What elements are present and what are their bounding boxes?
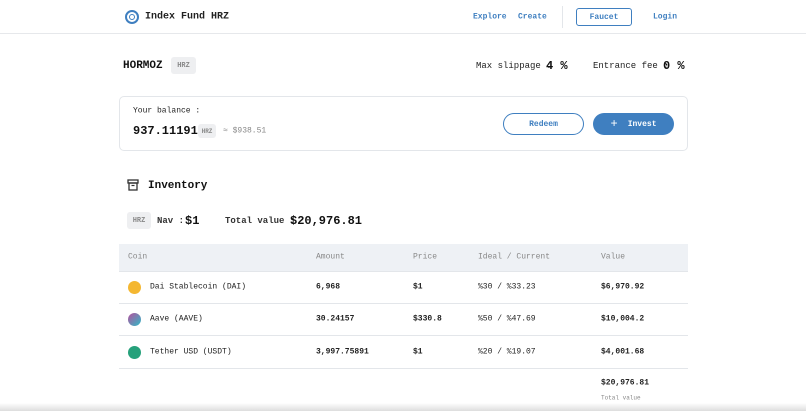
balance-approx: ≈ $938.51: [223, 126, 267, 136]
inventory-icon: [127, 179, 139, 191]
bottom-shadow: [0, 403, 806, 411]
table-cell: 30.24157: [316, 314, 355, 324]
app-title[interactable]: Index Fund HRZ: [145, 11, 230, 23]
column-header: Amount: [316, 252, 345, 262]
table-cell: $1: [413, 347, 423, 357]
balance-badge: HRZ: [198, 124, 216, 138]
fund-badge: HRZ: [171, 57, 196, 74]
table-cell: Dai Stablecoin (DAI): [150, 282, 247, 292]
table-cell: %20 / %19.07: [478, 347, 536, 357]
fee-value: 0 %: [663, 59, 685, 73]
invest-label: Invest: [627, 119, 657, 129]
table-cell: $10,004.2: [601, 314, 645, 324]
table-cell: %30 / %33.23: [478, 282, 536, 292]
balance-label: Your balance :: [133, 106, 201, 116]
dai-icon: [128, 281, 141, 294]
row-separator: [119, 271, 688, 272]
nav-label: Nav :: [157, 216, 185, 226]
balance-amount: 937.11191: [133, 124, 198, 138]
nav-value: $1: [185, 214, 200, 228]
column-header: Coin: [128, 252, 148, 262]
invest-button[interactable]: + Invest: [593, 113, 674, 135]
column-header: Value: [601, 252, 626, 262]
login-link[interactable]: Login: [653, 12, 678, 22]
table-cell: Aave (AAVE): [150, 314, 203, 324]
inventory-title: Inventory: [148, 180, 208, 192]
table-cell: %50 / %47.69: [478, 314, 536, 324]
table-cell: 3,997.75891: [316, 347, 369, 357]
balance-card: [119, 96, 688, 151]
slippage-value: 4 %: [546, 59, 568, 73]
header-border: [0, 33, 806, 34]
nav-link[interactable]: Create: [518, 12, 547, 22]
tether-icon: [128, 346, 141, 359]
fund-name: HORMOZ: [123, 60, 163, 72]
redeem-button[interactable]: Redeem: [503, 113, 584, 135]
footer-label: Total value: [601, 394, 641, 402]
faucet-button[interactable]: Faucet: [576, 8, 632, 26]
table-cell: Tether USD (USDT): [150, 347, 232, 357]
row-separator: [119, 335, 688, 336]
table-cell: 6,968: [316, 282, 341, 292]
table-header: [119, 244, 688, 271]
table-cell: $4,001.68: [601, 347, 645, 357]
nav-link[interactable]: Explore: [473, 12, 507, 22]
row-separator: [119, 303, 688, 304]
total-label: Total value :: [225, 216, 296, 226]
aave-icon: [128, 313, 141, 326]
row-separator: [119, 368, 688, 369]
table-cell: $1: [413, 282, 423, 292]
plus-icon: +: [610, 117, 618, 131]
inventory-badge: HRZ: [127, 212, 151, 229]
table-cell: $330.8: [413, 314, 442, 324]
total-value: $20,976.81: [290, 214, 363, 228]
column-header: Ideal / Current: [478, 252, 551, 262]
divider: [562, 6, 563, 28]
slippage-label: Max slippage :: [476, 61, 552, 71]
column-header: Price: [413, 252, 438, 262]
logo: [125, 10, 139, 24]
table-cell: $6,970.92: [601, 282, 645, 292]
fee-label: Entrance fee :: [593, 61, 669, 71]
footer-total: $20,976.81: [601, 378, 650, 388]
